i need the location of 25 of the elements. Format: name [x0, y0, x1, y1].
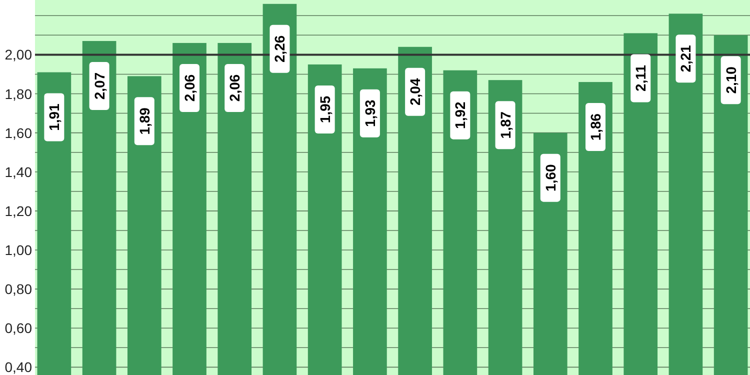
- data-label: 2,06: [182, 74, 198, 102]
- data-label: 1,95: [316, 96, 333, 124]
- data-label: 2,06: [226, 74, 243, 102]
- y-tick-label: 0,40: [4, 359, 32, 375]
- y-tick-label: 0,80: [4, 281, 32, 298]
- data-label: 2,26: [272, 35, 288, 63]
- y-tick-label: 1,00: [4, 242, 32, 258]
- data-label: 1,60: [542, 164, 558, 192]
- y-tick-label: 1,60: [4, 124, 32, 141]
- data-label: 2,21: [678, 44, 694, 72]
- data-label: 1,87: [497, 111, 514, 139]
- data-label: 2,07: [91, 72, 108, 100]
- data-label: 2,11: [632, 64, 649, 92]
- data-label: 1,89: [136, 107, 152, 135]
- y-tick-label: 0,60: [4, 320, 32, 336]
- data-label: 1,86: [587, 113, 604, 141]
- data-label: 2,04: [407, 78, 424, 106]
- y-tick-label: 2,00: [4, 46, 32, 63]
- data-label: 2,10: [722, 66, 739, 94]
- y-tick-label: 1,20: [4, 202, 32, 219]
- data-label: 1,91: [46, 103, 62, 131]
- data-label: 1,93: [362, 100, 378, 127]
- y-tick-label: 1,40: [4, 164, 32, 180]
- data-label: 1,92: [452, 101, 468, 129]
- y-tick-label: 1,80: [4, 86, 32, 102]
